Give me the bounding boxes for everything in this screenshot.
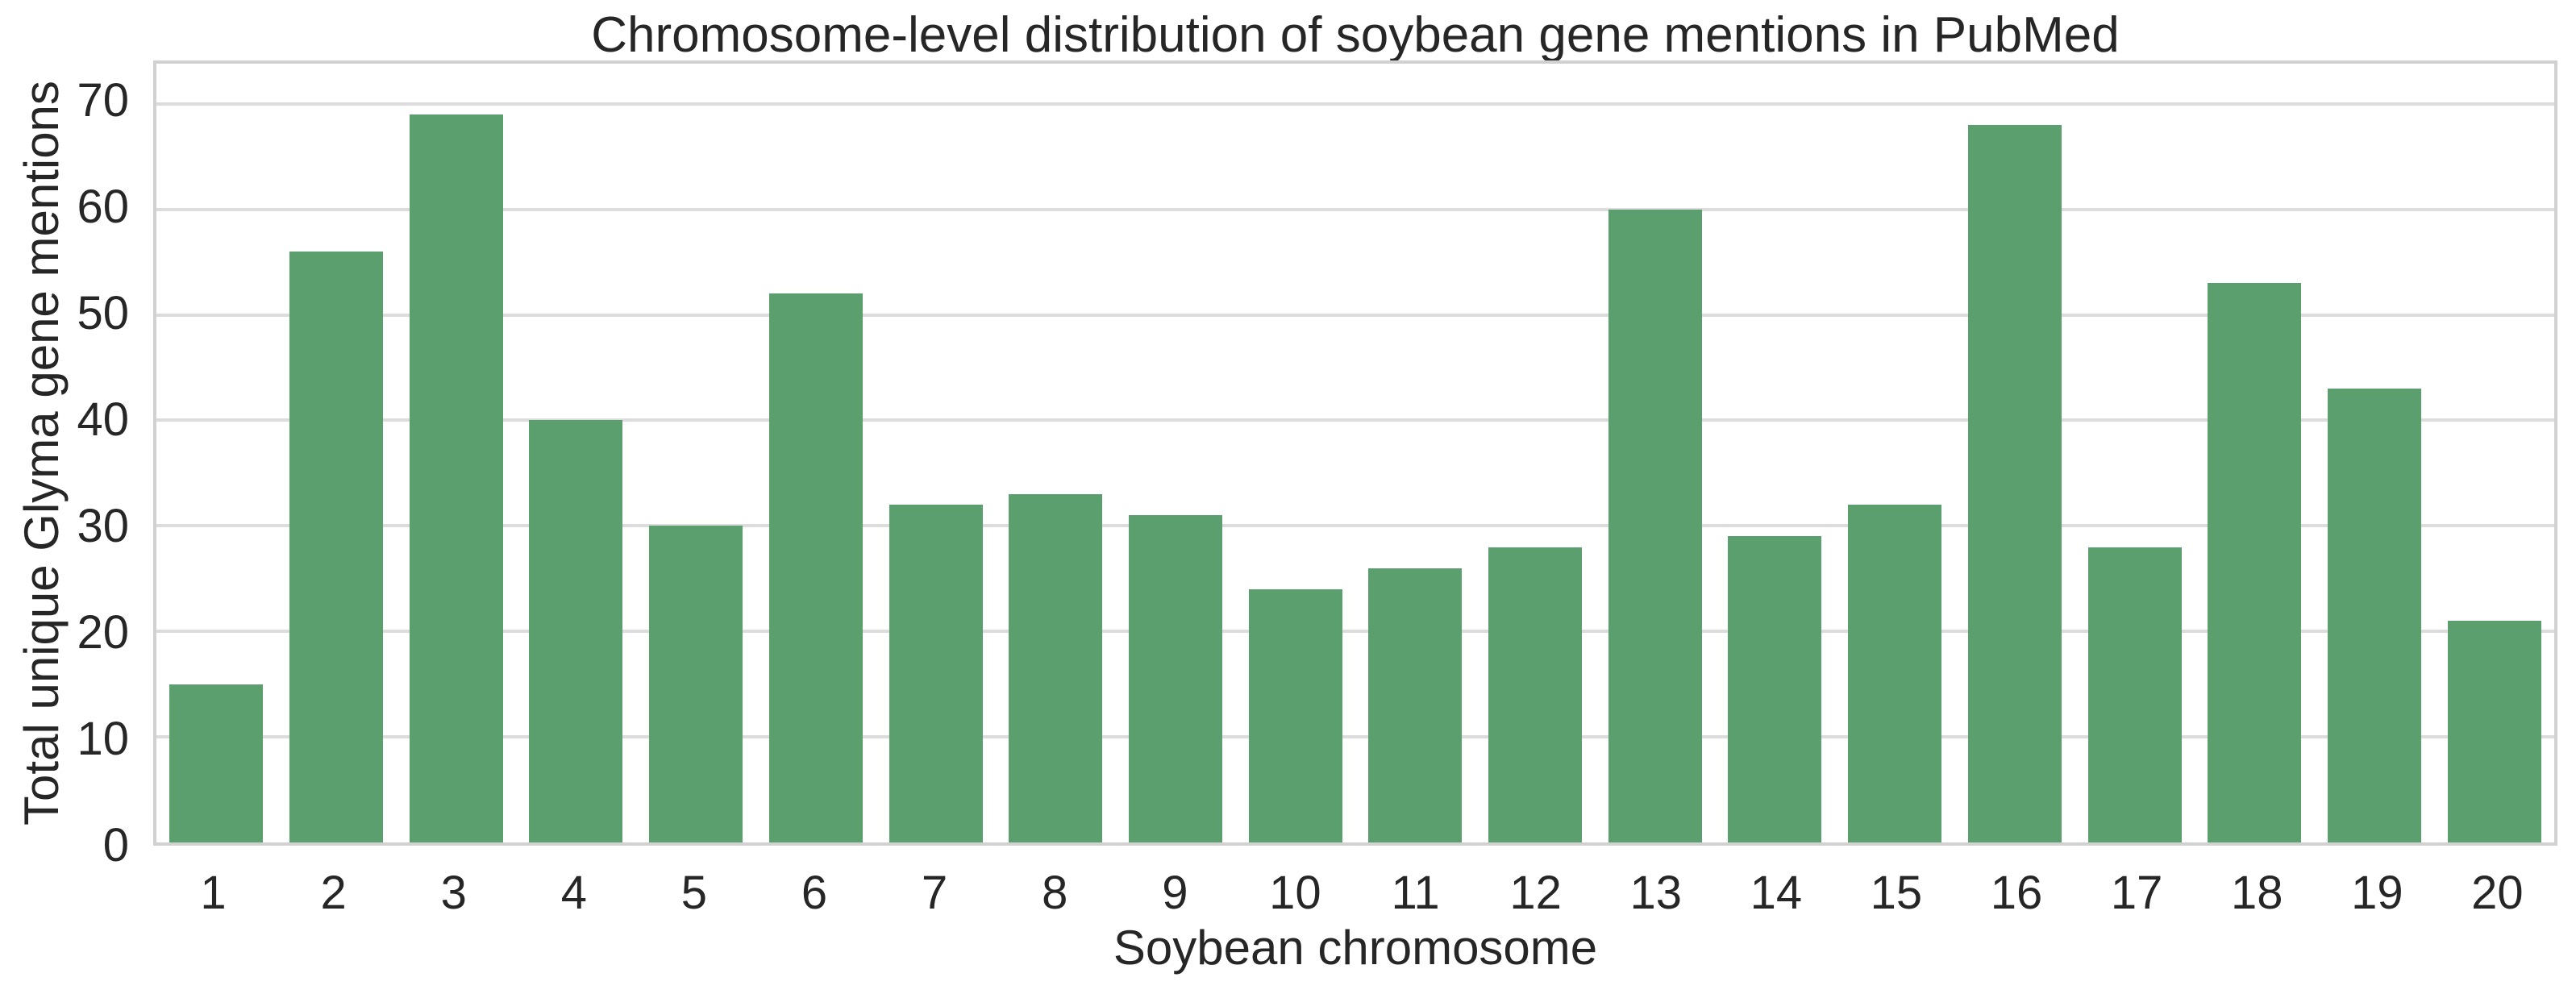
bar-chromosome-17 xyxy=(2087,547,2182,842)
y-tick-label: 40 xyxy=(77,393,129,447)
bar-chromosome-11 xyxy=(1368,568,1463,842)
x-tick-label: 1 xyxy=(200,867,227,919)
bar-chromosome-15 xyxy=(1848,505,1942,842)
y-tick-labels: 0 10 20 30 40 50 60 70 xyxy=(0,60,129,869)
x-tick-label: 4 xyxy=(560,867,587,919)
bar-chromosome-19 xyxy=(2327,389,2421,842)
bar-chromosome-9 xyxy=(1128,515,1222,842)
x-tick-label: 5 xyxy=(680,867,708,919)
x-tick-label: 7 xyxy=(922,867,948,919)
y-tick-label: 0 xyxy=(102,819,129,871)
x-tick-label: 9 xyxy=(1162,867,1188,919)
x-tick-label: 20 xyxy=(2471,867,2524,919)
x-tick-label: 12 xyxy=(1509,867,1562,919)
x-tick-label: 19 xyxy=(2351,867,2403,919)
bar-chromosome-1 xyxy=(169,684,264,842)
x-tick-labels: 1 2 3 4 5 6 7 8 9 10 11 12 13 14 15 16 17 18 19 20 xyxy=(153,846,2557,917)
bar-chromosome-12 xyxy=(1488,547,1583,842)
bar-chromosome-10 xyxy=(1248,588,1342,842)
bar-chromosome-7 xyxy=(888,505,983,842)
x-tick-label: 17 xyxy=(2110,867,2163,919)
bar-chromosome-2 xyxy=(289,252,384,842)
x-tick-label: 18 xyxy=(2230,867,2283,919)
gridline xyxy=(156,313,2554,317)
gridline xyxy=(156,630,2554,634)
bar-chromosome-3 xyxy=(409,114,503,842)
x-tick-label: 6 xyxy=(801,867,828,919)
y-tick-label: 50 xyxy=(77,287,129,340)
bar-chromosome-14 xyxy=(1728,536,1822,842)
y-tick-label: 20 xyxy=(77,606,129,659)
gridline xyxy=(156,524,2554,528)
bar-chromosome-16 xyxy=(1967,124,2062,842)
bar-chromosome-20 xyxy=(2447,621,2541,842)
x-tick-label: 15 xyxy=(1870,867,1923,919)
bar-chromosome-8 xyxy=(1009,494,1103,842)
gridline xyxy=(156,735,2554,739)
bar-chromosome-4 xyxy=(529,420,623,842)
bar-chromosome-5 xyxy=(649,526,743,842)
gridline xyxy=(156,418,2554,422)
gridline xyxy=(156,102,2554,106)
bar-chromosome-6 xyxy=(768,293,863,842)
x-tick-label: 10 xyxy=(1269,867,1321,919)
x-tick-label: 8 xyxy=(1042,867,1068,919)
x-tick-label: 11 xyxy=(1391,867,1440,919)
x-tick-label: 2 xyxy=(320,867,347,919)
y-tick-label: 30 xyxy=(77,500,129,553)
chart-title: Chromosome-level distribution of soybean… xyxy=(591,7,2120,63)
plot-area xyxy=(153,60,2557,846)
bar-chromosome-18 xyxy=(2208,283,2302,842)
y-tick-label: 70 xyxy=(77,74,129,127)
gridline xyxy=(156,207,2554,211)
y-tick-label: 60 xyxy=(77,181,129,234)
x-axis-label: Soybean chromosome xyxy=(1113,921,1598,975)
bar-chromosome-13 xyxy=(1608,209,1702,842)
y-tick-label: 10 xyxy=(77,713,129,766)
x-tick-label: 3 xyxy=(440,867,467,919)
x-tick-label: 16 xyxy=(1990,867,2043,919)
x-tick-label: 13 xyxy=(1629,867,1683,919)
x-tick-label: 14 xyxy=(1750,867,1803,919)
